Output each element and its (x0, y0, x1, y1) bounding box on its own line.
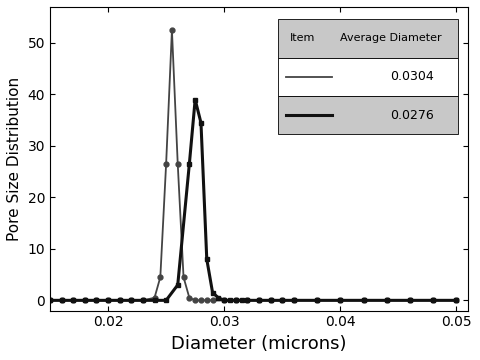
Bar (278, 19, 457, 58)
Text: Item: Item (290, 33, 316, 43)
Bar (278, 58, 457, 96)
Bar (278, 96, 457, 135)
X-axis label: Diameter (microns): Diameter (microns) (171, 335, 347, 353)
Text: 0.0304: 0.0304 (390, 70, 433, 83)
Y-axis label: Pore Size Distribution: Pore Size Distribution (7, 77, 22, 241)
Text: 0.0276: 0.0276 (390, 109, 433, 122)
Text: Average Diameter: Average Diameter (340, 33, 442, 43)
